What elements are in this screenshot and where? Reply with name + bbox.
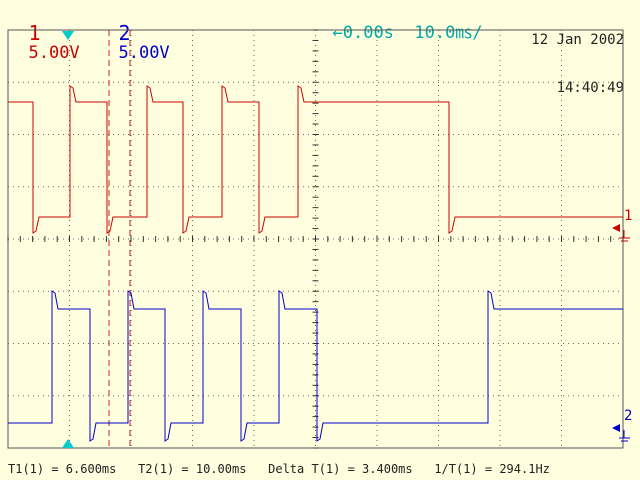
graticule: [7, 29, 624, 449]
measurement-bar: T1(1) = 6.600ms T2(1) = 10.00ms Delta T(…: [8, 462, 550, 476]
time-text: 14:40:49: [556, 80, 624, 96]
ch1-number: 1: [28, 21, 41, 45]
trigger-delay: 0.00s: [342, 23, 394, 43]
ch2-number: 2: [118, 21, 131, 45]
timebase-readout: ←0.00s 10.0㎳/: [312, 6, 483, 43]
ch1-ground-marker[interactable]: 1: [612, 208, 632, 242]
t1-readout: T1(1) = 6.600ms: [8, 462, 117, 476]
ch1-trace: [8, 85, 623, 234]
trigger-bottom-marker-icon[interactable]: [62, 439, 74, 448]
ch1-volts-per-div: 5.00V: [28, 43, 80, 63]
datetime: 12 Jan 2002 14:40:49: [531, 0, 624, 112]
ch2-scale-label: 2 5.00V: [98, 6, 170, 63]
cursors: [108, 30, 131, 448]
trigger-position-markers: [62, 31, 74, 448]
ch2-trace: [8, 290, 623, 442]
freq-readout: 1/T(1) = 294.1Hz: [434, 462, 550, 476]
delta-readout: Delta T(1) = 3.400ms: [268, 462, 413, 476]
t2-readout: T2(1) = 10.00ms: [138, 462, 247, 476]
ch1-scale-label: 1 5.00V: [8, 6, 80, 63]
ch2-volts-per-div: 5.00V: [118, 43, 170, 63]
ch2-marker-label: 2: [624, 408, 632, 424]
ch2-ground-marker[interactable]: 2: [612, 408, 632, 442]
trigger-arrow-icon: ←: [332, 23, 343, 43]
time-per-div: 10.0㎳/: [414, 23, 483, 43]
trigger-top-marker-icon[interactable]: [62, 31, 74, 40]
ch1-marker-label: 1: [624, 208, 632, 224]
ch2-arrow-icon: [612, 424, 620, 432]
date-text: 12 Jan 2002: [531, 32, 624, 48]
ch1-arrow-icon: [612, 224, 620, 232]
